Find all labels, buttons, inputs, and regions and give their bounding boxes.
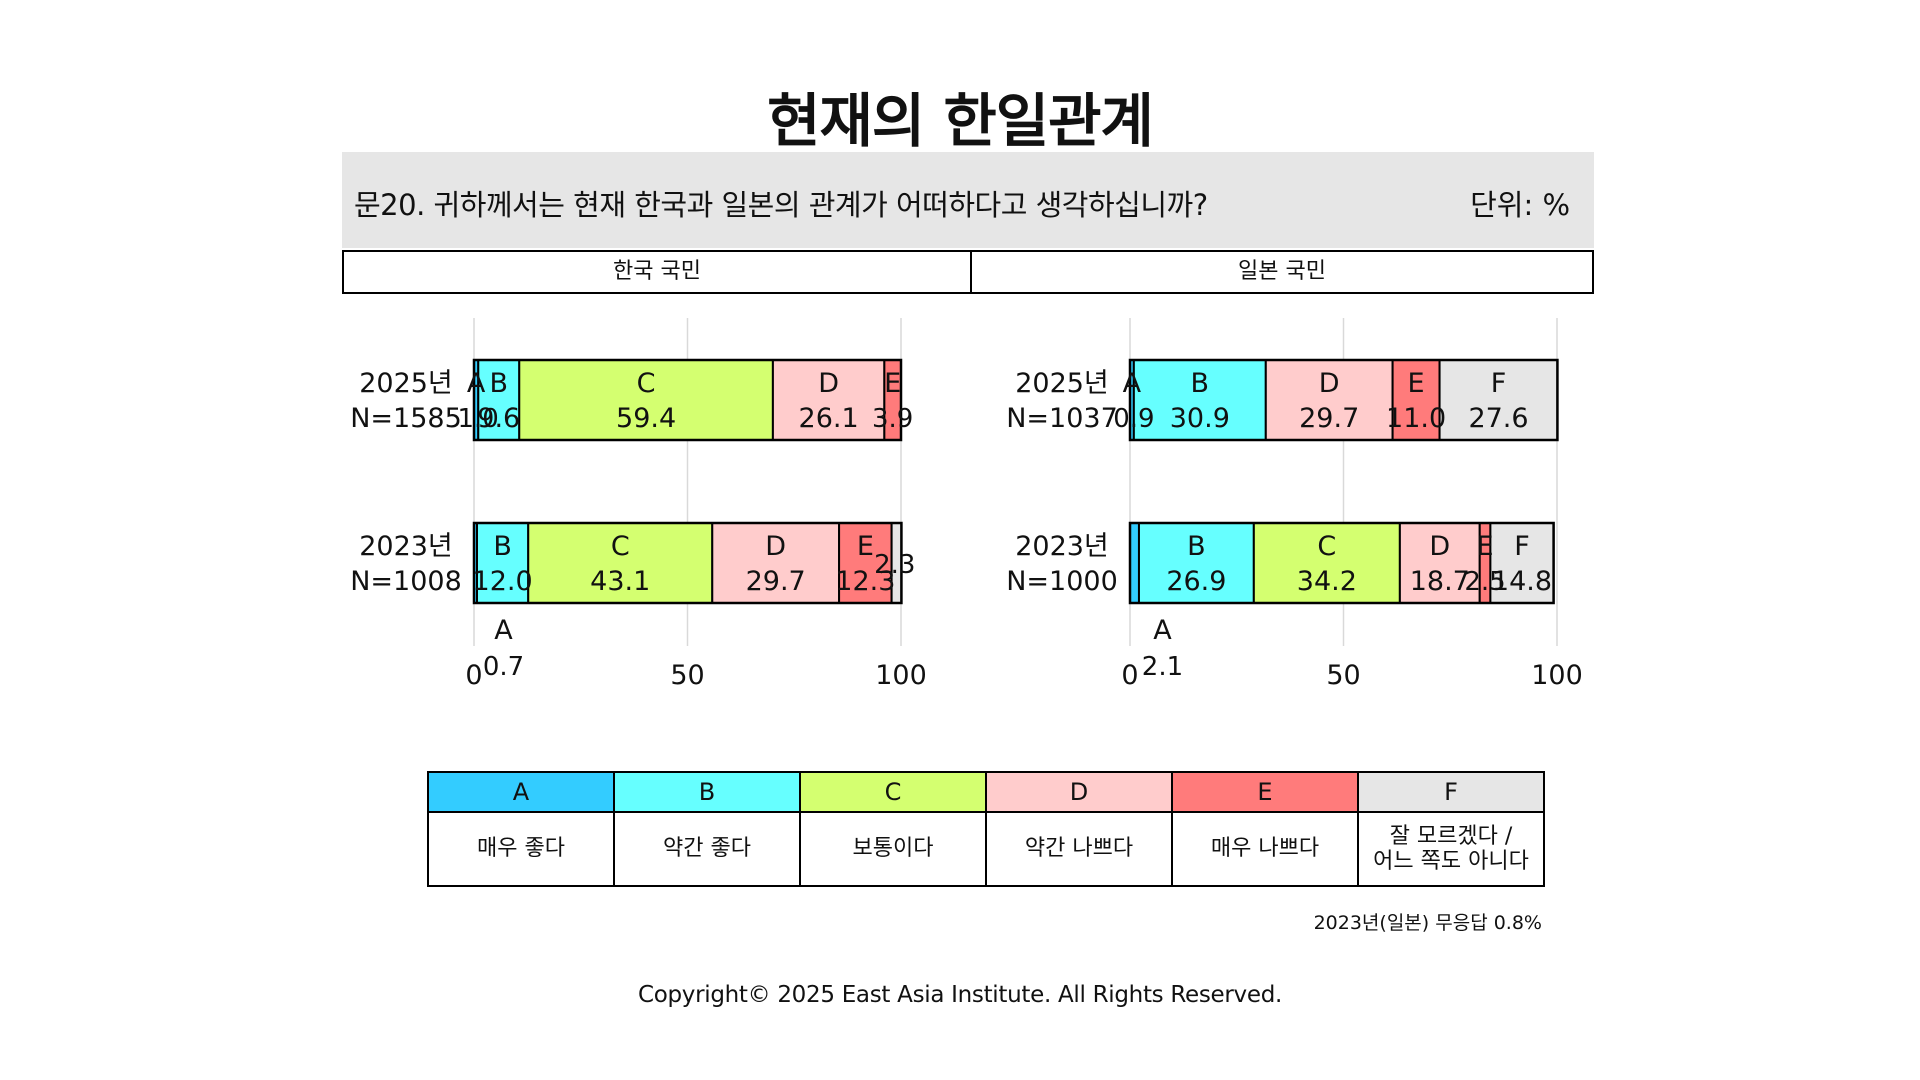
seg-value-japan-2023-b: 26.9 [1166,566,1226,597]
row-n-korea-2023: N=1008 [350,566,462,597]
legend-code-a: A [427,771,615,813]
tick-label-japan-100: 100 [1531,660,1583,691]
tick-label-japan-0: 0 [1121,660,1138,691]
seg-value-japan-2025-b: 30.9 [1170,403,1230,434]
legend-code-e: E [1171,771,1359,813]
seg-value-korea-2023-c: 43.1 [590,566,650,597]
bar-outline-korea-2025 [472,358,903,442]
tick-label-korea-100: 100 [875,660,927,691]
footnote: 2023년(일본) 무응답 0.8% [1313,912,1542,934]
bar-japan-2023-a [1129,522,1140,604]
row-year-japan-2025: 2025년 [1015,368,1109,399]
seg-code-korea-2025-c: C [637,368,656,399]
seg-value-korea-2023-d: 29.7 [746,566,806,597]
seg-value-japan-2025-f: 27.6 [1468,403,1528,434]
tick-label-korea-0: 0 [465,660,482,691]
seg-code-korea-2023-b: B [493,531,512,562]
panel-header-japan: 일본 국민 [970,250,1594,294]
row-year-korea-2023: 2023년 [359,531,453,562]
tick-label-japan-50: 50 [1326,660,1360,691]
bar-korea-2023-b [475,522,530,604]
seg-code-japan-2025-a: A [1123,368,1142,399]
bar-outline-korea-2023 [472,521,903,605]
copyright: Copyright© 2025 East Asia Institute. All… [637,982,1283,1008]
seg-value-korea-2025-e: 3.9 [872,404,913,434]
legend-label-c: 보통이다 [799,811,987,887]
seg-value-japan-2023-f: 14.8 [1492,566,1552,597]
legend-label-e: 매우 나쁘다 [1171,811,1359,887]
bar-japan-2023-f [1489,522,1555,604]
seg-code-japan-2023-d: D [1429,531,1450,562]
bar-japan-2023-d [1398,522,1481,604]
seg-code-japan-2025-d: D [1319,368,1340,399]
bar-japan-2025-b [1132,359,1267,441]
seg-value-korea-2025-b: 9.6 [477,403,520,434]
legend-code-b: B [613,771,801,813]
bar-outline-japan-2023 [1128,521,1555,605]
seg-code-japan-2023-b: B [1187,531,1206,562]
seg-code-japan-2023-c: C [1317,531,1336,562]
unit-label: 단위: % [1470,188,1570,222]
seg-value-korea-2023-f: 2.3 [874,550,915,580]
seg-code-japan-2025-f: F [1491,368,1507,399]
seg-code-korea-2025-b: B [490,368,509,399]
row-n-korea-2025: N=1585 [350,403,462,434]
legend-label-b: 약간 좋다 [613,811,801,887]
question-bar: 문20. 귀하께서는 현재 한국과 일본의 관계가 어떠하다고 생각하십니까? … [342,152,1594,248]
seg-code-korea-2023-d: D [765,531,786,562]
legend-label-a: 매우 좋다 [427,811,615,887]
legend-code-f: F [1357,771,1545,813]
legend-code-d: D [985,771,1173,813]
bar-japan-2023-b [1137,522,1255,604]
bar-outline-japan-2025 [1128,358,1559,442]
legend-code-c: C [799,771,987,813]
seg-value-korea-2023-e: 12.3 [835,566,895,597]
seg-code-korea-2023-e: E [857,531,874,562]
seg-code-japan-2025-b: B [1191,368,1210,399]
seg-code-korea-2025-d: D [818,368,839,399]
seg-value-japan-2025-a: 0.9 [1113,404,1154,434]
seg-value-japan-2023-a: 2.1 [1142,652,1183,682]
seg-value-japan-2025-d: 29.7 [1299,403,1359,434]
legend-label-d: 약간 나쁘다 [985,811,1173,887]
seg-value-korea-2025-a: 1.0 [457,404,498,434]
seg-code-korea-2023-a: A [494,615,513,646]
question-text: 문20. 귀하께서는 현재 한국과 일본의 관계가 어떠하다고 생각하십니까? [354,188,1208,222]
seg-code-japan-2023-e: E [1477,531,1494,562]
stacked-bar-charts: 0 50 1002025년N=1585A1.0B9.6C59.4D26.1E3.92… [350,318,1583,691]
seg-code-japan-2023-f: F [1514,531,1530,562]
bar-korea-2023-c [527,522,714,604]
seg-value-korea-2025-c: 59.4 [616,403,676,434]
seg-value-korea-2025-d: 26.1 [799,403,859,434]
seg-value-japan-2025-e: 11.0 [1386,403,1446,434]
row-n-japan-2023: N=1000 [1006,566,1118,597]
seg-value-japan-2023-c: 34.2 [1297,566,1357,597]
seg-value-korea-2023-a: 0.7 [483,652,524,682]
seg-code-korea-2025-a: A [467,368,486,399]
seg-value-korea-2023-b: 12.0 [473,566,533,597]
seg-value-japan-2023-e: 2.5 [1464,567,1505,597]
page-title: 현재의 한일관계 [767,87,1154,155]
seg-code-japan-2023-a: A [1153,615,1172,646]
seg-code-korea-2023-c: C [611,531,630,562]
seg-code-japan-2025-e: E [1408,368,1425,399]
tick-label-korea-50: 50 [670,660,704,691]
seg-code-korea-2025-e: E [884,368,901,399]
seg-value-japan-2023-d: 18.7 [1410,566,1470,597]
legend-label-f: 잘 모르겠다 / 어느 쪽도 아니다 [1357,811,1545,887]
row-year-japan-2023: 2023년 [1015,531,1109,562]
row-n-japan-2025: N=1037 [1006,403,1118,434]
row-year-korea-2025: 2025년 [359,368,453,399]
